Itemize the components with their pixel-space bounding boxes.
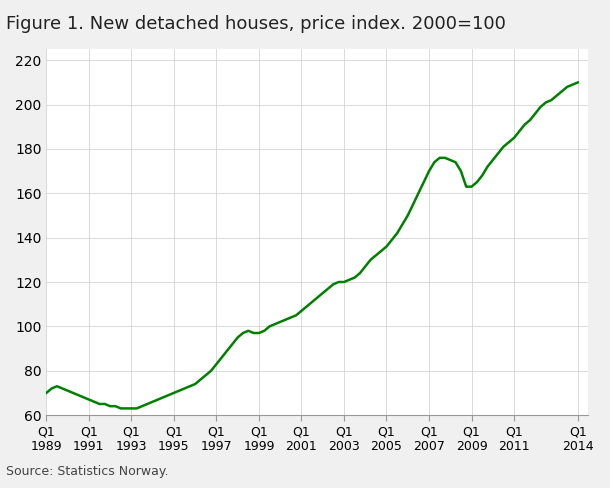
Text: Figure 1. New detached houses, price index. 2000=100: Figure 1. New detached houses, price ind… [6,15,506,33]
Text: Source: Statistics Norway.: Source: Statistics Norway. [6,465,168,478]
